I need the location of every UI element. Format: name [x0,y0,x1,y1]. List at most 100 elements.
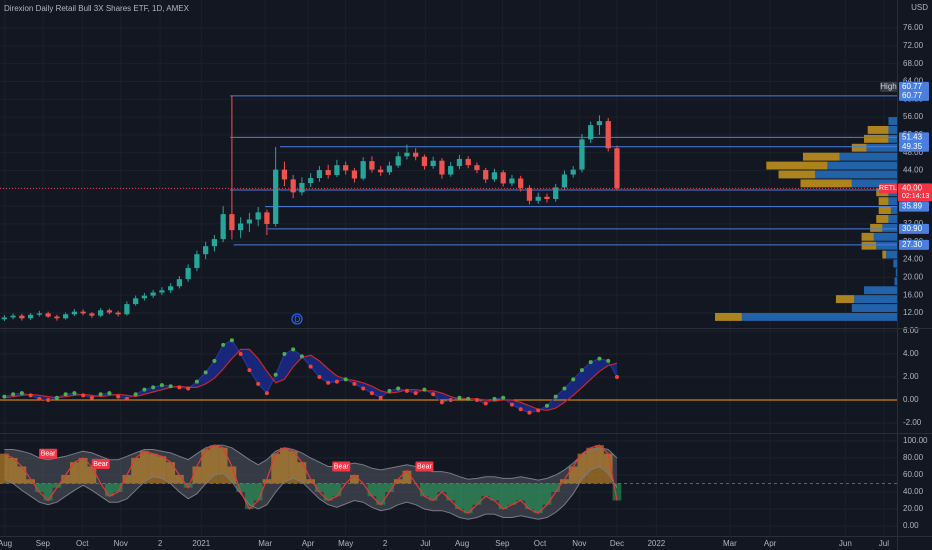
candle-body [264,212,270,224]
histogram-bar [385,483,394,492]
volume-profile-up [890,206,897,215]
oscillator-dot [186,386,191,391]
volume-profile-down [800,179,852,188]
oscillator-dot [28,393,33,398]
histogram-bar [70,462,79,484]
y-tick-label: 32.00 [903,219,924,228]
volume-profile-up [886,250,897,259]
candle-body [544,196,550,200]
candle-body [255,212,261,220]
candle-body [491,172,498,180]
level-label-box [899,132,929,143]
histogram-bar [280,447,289,484]
y-tick-label: 0.00 [903,395,919,404]
volume-profile-up [893,259,897,268]
annotation-label: Bear [417,463,432,470]
oscillator-dot [518,407,523,412]
x-tick-label: Oct [534,539,547,548]
x-tick-label: 2021 [192,539,210,548]
stoch-line [4,444,618,514]
histogram-bar [507,483,517,505]
volume-profile-up [882,223,897,232]
oscillator-dot [431,392,436,397]
high-value-box [899,81,929,92]
histogram-bar [350,474,359,484]
oscillator-dot [413,391,418,396]
last-price-label: 40.00 [902,183,923,192]
volume-profile-up [864,286,897,295]
oscillator-dot [11,392,16,397]
candle-body [106,310,113,313]
y-tick-label: 24.00 [903,255,924,264]
level-label: 30.90 [902,224,923,233]
histogram-bar [332,483,342,497]
level-label-box [899,90,929,101]
volume-profile-up [839,152,897,161]
candle-body [465,158,471,166]
candle-body [421,156,428,167]
symbol-box [879,183,897,194]
candle-body [395,156,401,166]
histogram-bar [175,474,184,484]
x-tick-label: Mar [258,539,272,548]
x-tick-label: Jul [879,539,889,548]
x-tick-label: May [338,539,353,548]
histogram-bar [183,483,193,488]
histogram-bar [52,483,62,488]
oscillator-dot [107,391,112,396]
volume-profile-up [851,304,897,312]
candle-body [28,314,34,319]
oscillator-dot [509,402,514,407]
candle-body [45,313,51,317]
oscillator-dot [19,391,24,396]
x-tick-label: Aug [0,539,12,548]
histogram-bar [481,483,491,497]
oscillator-dot [89,395,94,400]
histogram-bar [61,474,71,484]
volume-profile-down [766,161,828,170]
volume-profile-down [867,125,889,134]
candle-body [614,148,620,189]
oscillator-dot [256,381,261,386]
candle-body [378,169,384,173]
annotation-label: Bear [334,463,349,470]
candle-body [89,313,95,316]
candle-body [596,121,603,126]
oscillator-dot [396,386,401,391]
histogram-bar [560,479,569,484]
oscillator-dot [212,358,217,363]
oscillator-dot [457,395,462,400]
oscillator-dot [63,392,68,397]
candle-body [509,178,515,184]
high-label: High [880,82,896,91]
oscillator-dot [273,372,278,377]
histogram-bar [472,483,482,505]
y-tick-label: 6.00 [903,326,919,335]
oscillator-dot [536,408,541,413]
candle-body [290,179,296,193]
oscillator-dot [142,387,147,392]
oscillator-dot [133,392,138,397]
histogram-bar [26,479,36,484]
oscillator-dot [361,386,366,391]
candle-body [281,169,288,180]
volume-profile-down [835,295,855,304]
y-tick-label: 68.00 [903,59,924,68]
volume-profile-up [851,179,897,188]
level-label: 35.89 [902,202,923,211]
volume-profile-up [876,241,897,250]
level-label-box [899,239,929,250]
y-tick-label: 20.00 [903,272,924,281]
currency: USD [911,3,928,12]
dividend-icon[interactable] [291,313,303,325]
oscillator-dot [194,379,199,384]
histogram-bar [192,466,202,484]
high-value: 60.77 [902,82,923,91]
histogram-bar [586,447,596,484]
level-label: 49.35 [902,142,923,151]
oscillator-dot [159,383,164,388]
oscillator-dot [124,396,129,401]
y-tick-label: 44.00 [903,166,924,175]
